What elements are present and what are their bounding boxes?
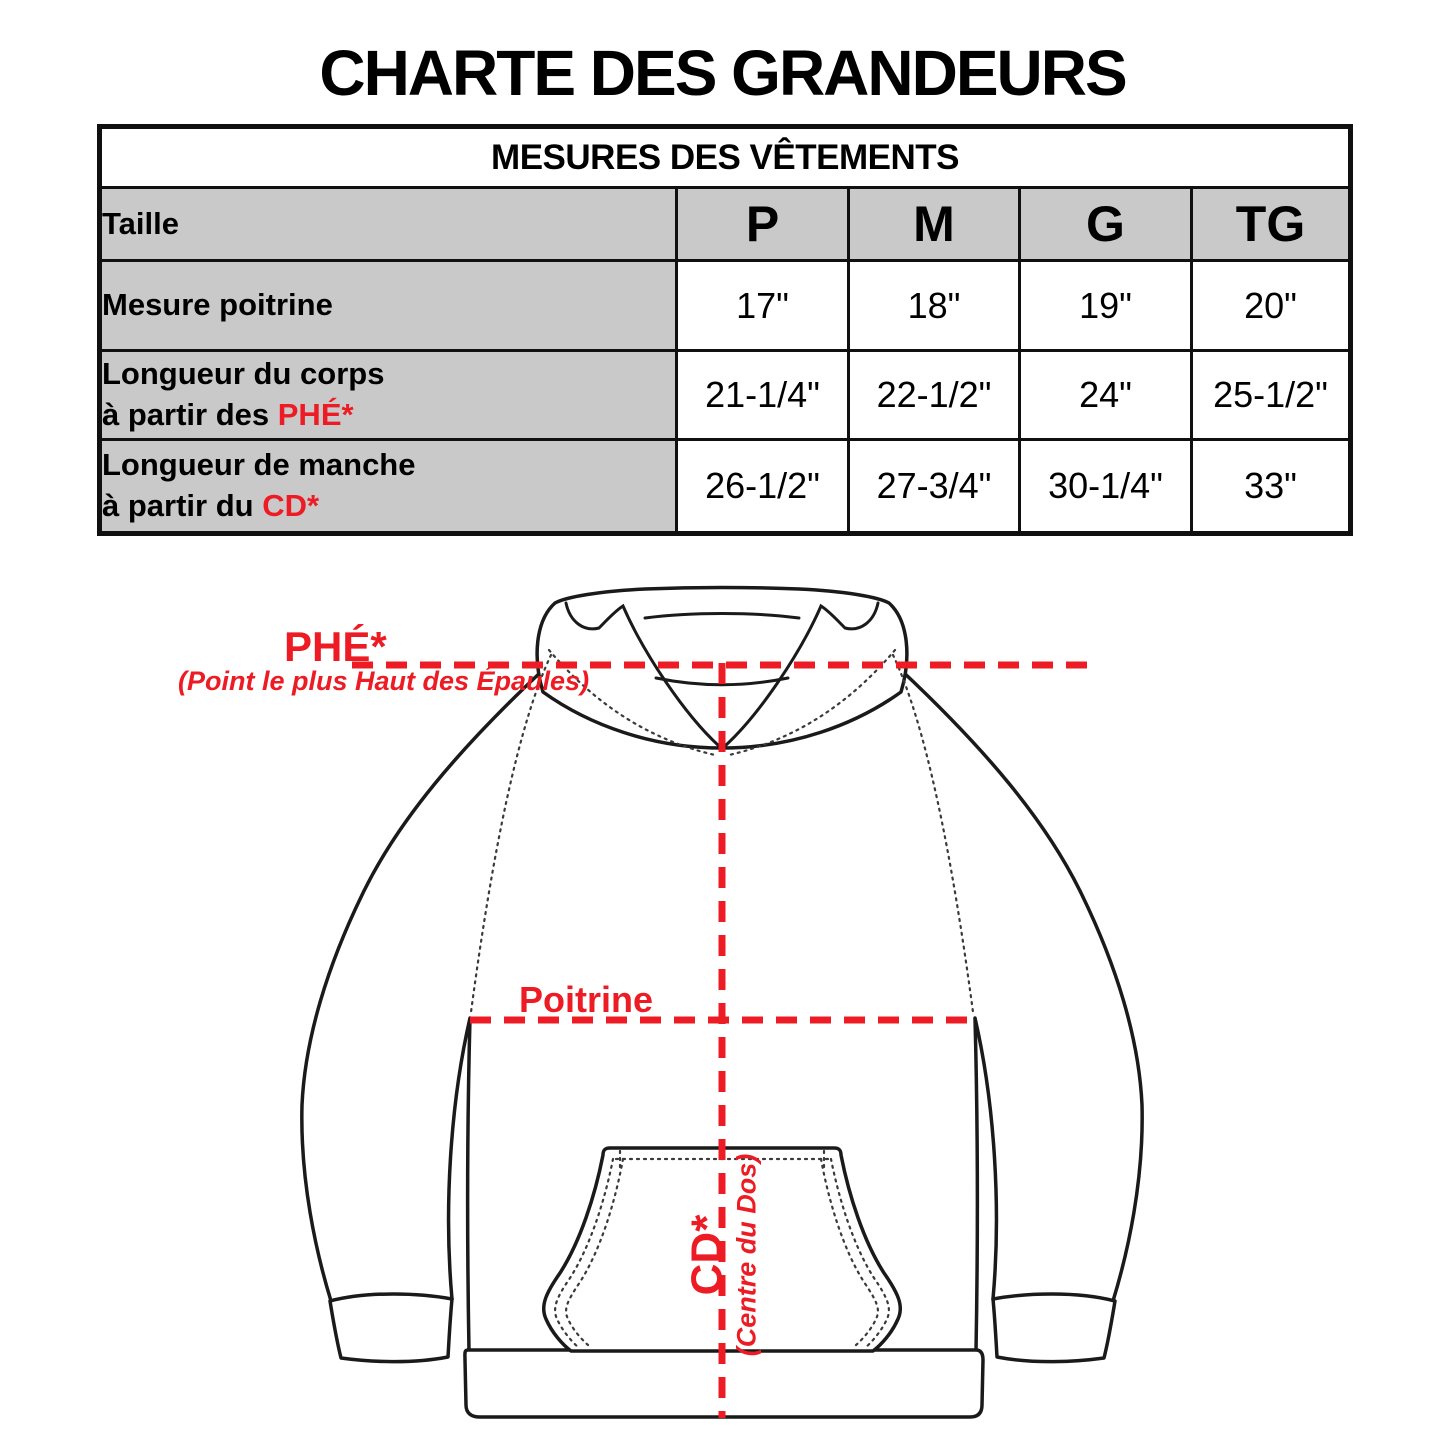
hood-right-stitch	[727, 648, 897, 757]
pocket-right-stitch-outer	[829, 1157, 891, 1350]
size-row-label: Taille	[98, 186, 678, 262]
body-length-line2-text: à partir des	[102, 397, 278, 432]
row-body-length-label: Longueur du corps à partir des PHÉ*	[98, 349, 678, 441]
size-col-g: G	[1018, 186, 1193, 262]
table-title: MESURES DES VÊTEMENTS	[97, 125, 1353, 189]
table-row-body-length: Longueur du corps à partir des PHÉ* 21-1…	[98, 349, 1353, 441]
size-col-p: P	[675, 186, 850, 262]
size-col-m: M	[847, 186, 1021, 262]
phe-line-sublabel: (Point le plus Haut des Épaules)	[178, 666, 590, 696]
chest-line-label: Poitrine	[519, 979, 654, 1020]
table-header-row: MESURES DES VÊTEMENTS	[97, 125, 1353, 189]
body-length-value-g: 24"	[1018, 349, 1193, 441]
sleeve-length-value-m: 27-3/4"	[847, 438, 1021, 535]
body-length-value-p: 21-1/4"	[675, 349, 850, 441]
chest-value-m: 18"	[847, 259, 1021, 352]
center-back-label: CD*	[682, 1214, 732, 1296]
body-length-line1: Longueur du corps	[102, 356, 385, 392]
pocket-left-stitch-outer	[553, 1157, 615, 1350]
hood-inner-collar-line	[654, 676, 790, 687]
phe-line-label: PHÉ*	[284, 623, 387, 670]
chest-value-p: 17"	[675, 259, 850, 352]
center-back-sublabel: (Centre du Dos)	[731, 1153, 762, 1357]
table-row-chest: Mesure poitrine 17" 18" 19" 20"	[98, 259, 1353, 352]
sleeve-length-value-tg: 33"	[1189, 438, 1353, 535]
hood-right-flap-line	[723, 601, 880, 748]
sleeve-length-line2: à partir du CD*	[102, 486, 675, 527]
sleeve-length-line1: Longueur de manche	[102, 447, 416, 483]
right-cuff	[991, 1292, 1117, 1364]
hood-left-flap-line	[564, 601, 721, 748]
phe-abbrev: PHÉ*	[277, 397, 354, 432]
body-length-value-tg: 25-1/2"	[1189, 349, 1353, 441]
body-length-line2: à partir des PHÉ*	[102, 395, 675, 436]
page-title: CHARTE DES GRANDEURS	[319, 37, 1127, 109]
size-col-tg: TG	[1189, 186, 1353, 262]
chest-value-tg: 20"	[1189, 259, 1353, 352]
center-back-label-group: CD* (Centre du Dos)	[682, 1154, 762, 1357]
hood-left-stitch	[547, 648, 717, 757]
row-chest-label-text: Mesure poitrine	[102, 287, 333, 323]
body-length-value-m: 22-1/2"	[847, 349, 1021, 441]
left-cuff	[328, 1292, 454, 1364]
size-chart-table: MESURES DES VÊTEMENTS Taille P M G TG Me…	[97, 124, 1354, 536]
sleeve-length-value-g: 30-1/4"	[1018, 438, 1193, 535]
sleeve-length-value-p: 26-1/2"	[675, 438, 850, 535]
row-sleeve-length-label: Longueur de manche à partir du CD*	[98, 438, 678, 535]
chest-value-g: 19"	[1018, 259, 1193, 352]
sleeve-length-line2-text: à partir du	[102, 488, 263, 523]
cd-abbrev: CD*	[262, 488, 320, 523]
table-sizes-row: Taille P M G TG	[98, 186, 1353, 262]
row-chest-label: Mesure poitrine	[98, 259, 678, 352]
hood-back-neck-line	[643, 612, 801, 620]
table-row-sleeve-length: Longueur de manche à partir du CD* 26-1/…	[98, 438, 1353, 535]
